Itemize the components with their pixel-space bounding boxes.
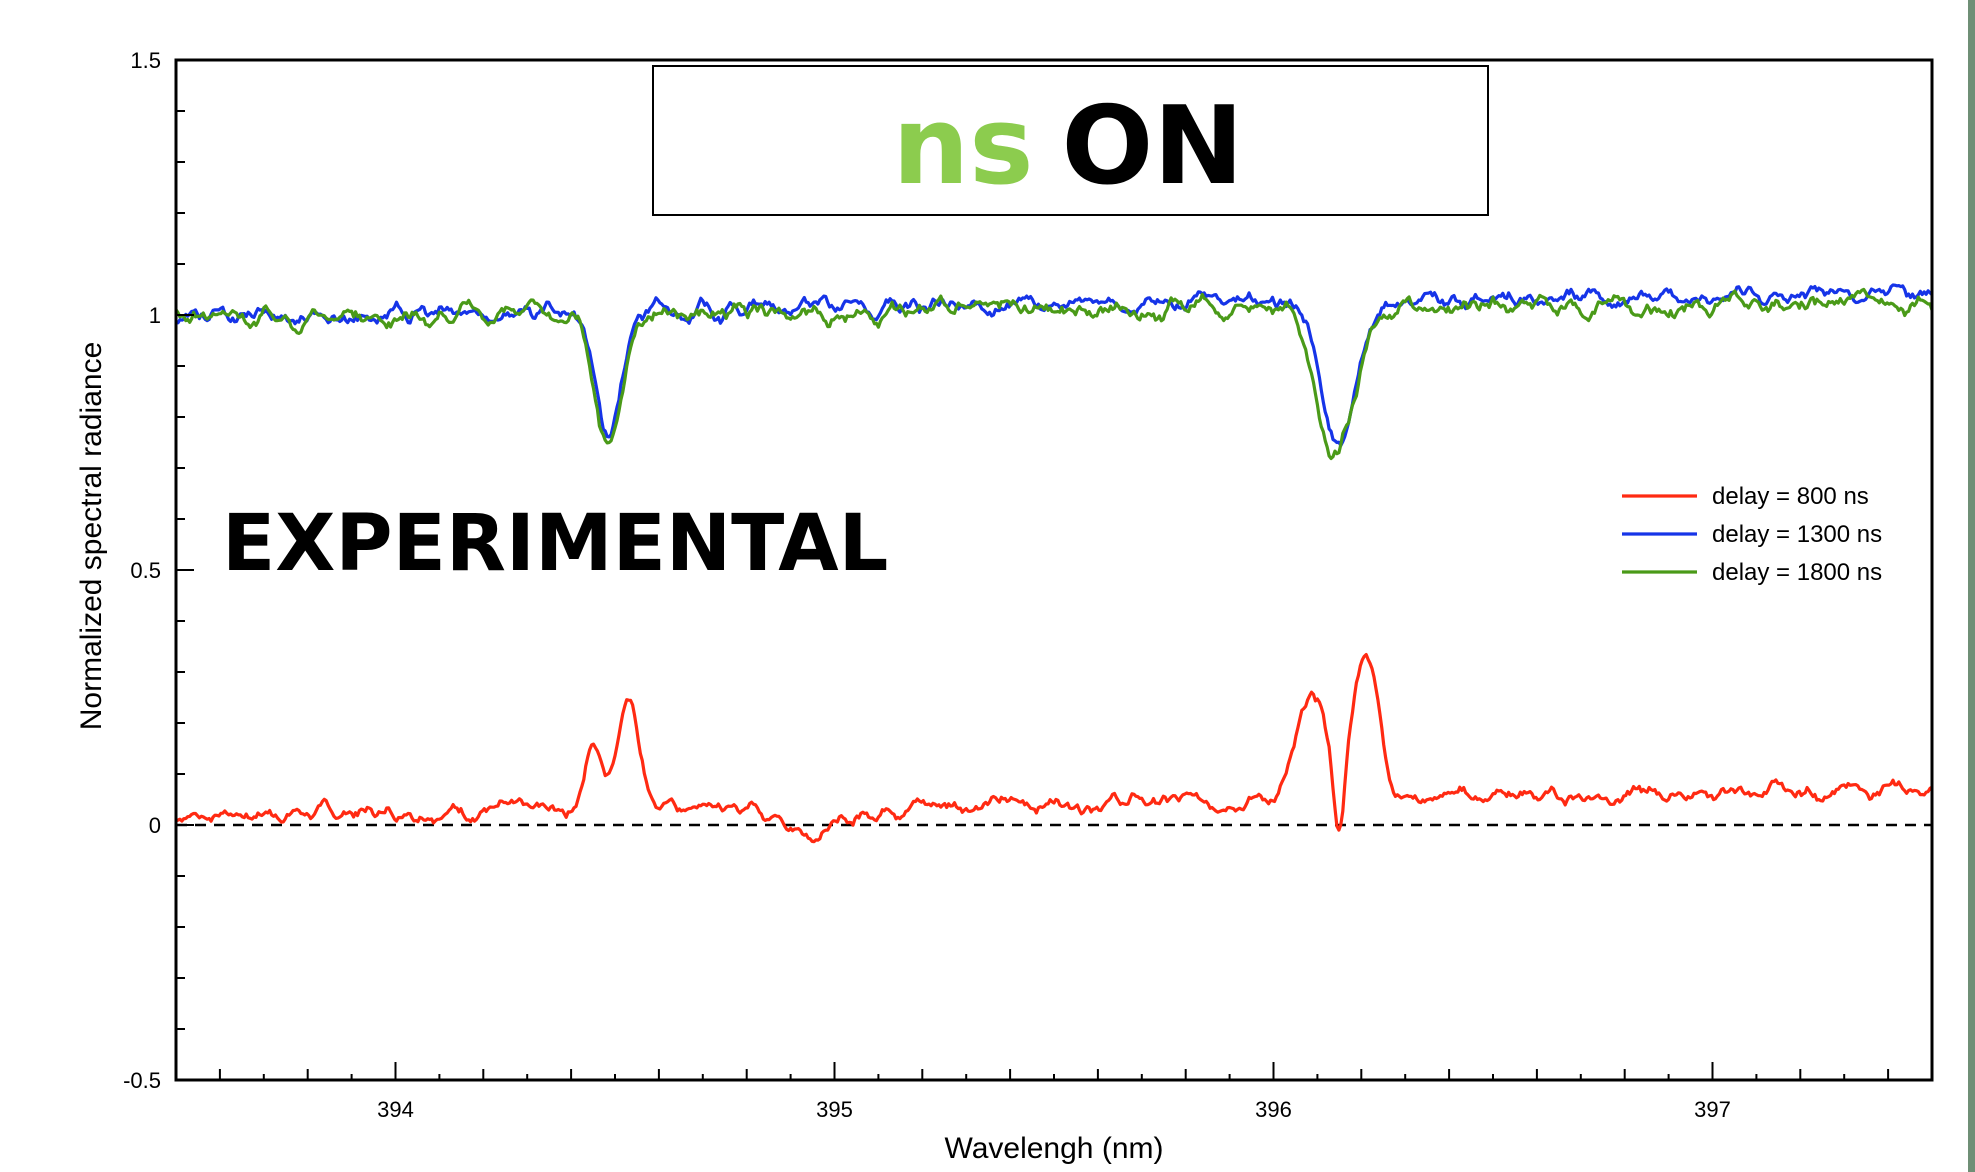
axis-ticks: 394 395 396 397 -0.5 0 0.5 1 1.5 — [123, 48, 1933, 1122]
y-tick-label: 0.5 — [130, 558, 161, 583]
x-tick-label: 394 — [377, 1097, 414, 1122]
legend-label: delay = 1800 ns — [1712, 559, 1882, 586]
y-tick-label: 0 — [149, 813, 161, 838]
x-tick-label: 395 — [816, 1097, 853, 1122]
legend: delay = 800 ns delay = 1300 ns delay = 180… — [1622, 483, 1882, 586]
x-tick-label: 396 — [1255, 1097, 1292, 1122]
experimental-annotation: EXPERIMENTAL — [222, 499, 888, 589]
title-word-on: ON — [1061, 84, 1243, 209]
series-layer — [176, 283, 1932, 844]
title-box — [652, 65, 1489, 216]
y-axis-title: Normalized spectral radiance — [75, 342, 108, 731]
series-line-0 — [176, 653, 1932, 844]
title-word-ns: ns — [892, 84, 1033, 209]
chart-title: ns ON — [892, 84, 1243, 209]
legend-label: delay = 1300 ns — [1712, 521, 1882, 548]
series-line-1 — [176, 283, 1932, 448]
x-axis-title: Wavelengh (nm) — [945, 1132, 1164, 1165]
y-tick-label: -0.5 — [123, 1068, 161, 1093]
y-tick-label: 1 — [149, 303, 161, 328]
window-edge-strip — [1968, 0, 1975, 1172]
x-tick-label: 397 — [1694, 1097, 1731, 1122]
series-line-2 — [176, 287, 1932, 461]
y-tick-label: 1.5 — [130, 48, 161, 73]
legend-label: delay = 800 ns — [1712, 483, 1869, 510]
